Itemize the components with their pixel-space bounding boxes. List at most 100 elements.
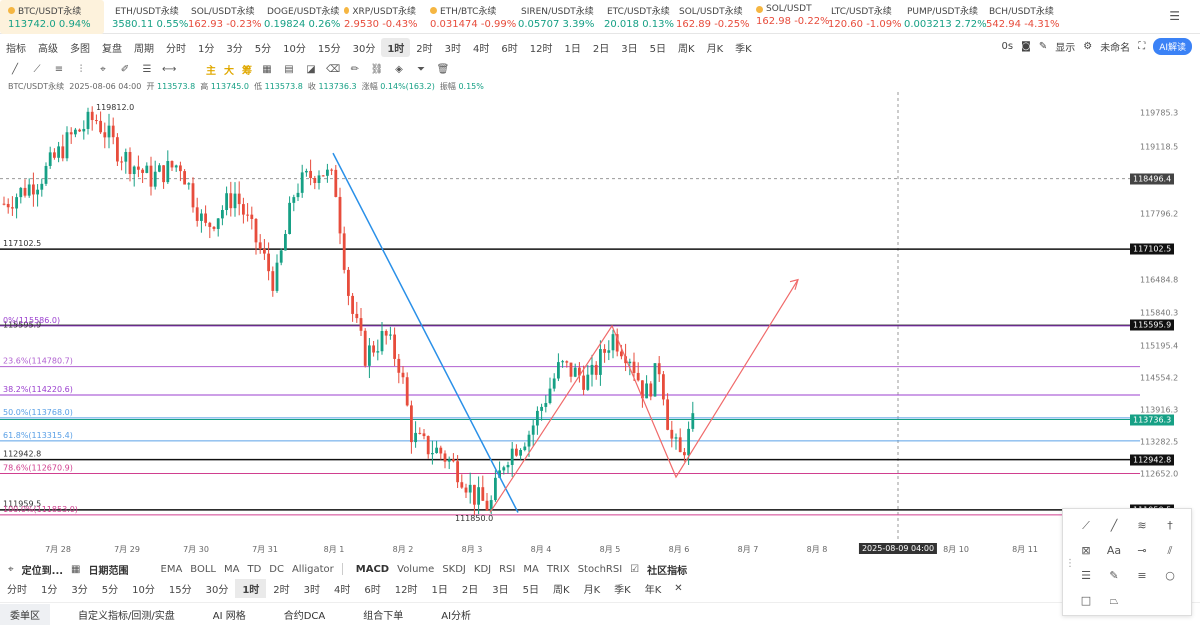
timeframe-item[interactable]: 3分 (71, 584, 88, 596)
polygon-icon[interactable]: ⏢ (1109, 594, 1119, 607)
menu-icon[interactable]: ☰ (1169, 9, 1180, 23)
toolbar-item[interactable]: 10分 (283, 43, 306, 55)
community-icon[interactable]: ☑ (630, 563, 640, 575)
ind-ema[interactable]: EMA (160, 563, 183, 575)
timeframe-item[interactable]: 4时 (334, 584, 351, 596)
ticker-item[interactable]: ETC/USDT永续 20.018 0.13% (596, 0, 674, 34)
vline-tool-icon[interactable]: ⫶ (79, 63, 83, 75)
rectangle-icon[interactable]: □ (1080, 594, 1092, 607)
timeframe-item[interactable]: 1分 (41, 584, 58, 596)
toolbar-item[interactable]: 月K (706, 43, 724, 55)
locate-button[interactable]: 定位到... (21, 565, 64, 577)
toolbar-item[interactable]: 周期 (134, 43, 154, 55)
ind-stochrsi[interactable]: StochRSI (577, 563, 623, 575)
ind-skdj[interactable]: SKDJ (442, 563, 466, 575)
grid-icon[interactable]: ▦ (262, 63, 272, 75)
ticker-item[interactable]: BCH/USDT永续 542.94 -4.31% (978, 0, 1060, 34)
bottom-tab[interactable]: AI分析 (441, 611, 472, 622)
trendline-icon[interactable]: ⟋ (1082, 519, 1090, 532)
ind-kdj[interactable]: KDJ (473, 563, 492, 575)
pattern-tool-icon[interactable]: ⌖ (100, 63, 106, 75)
drag-handle-icon[interactable]: ⋮ (1065, 558, 1075, 569)
timeframe-item[interactable]: 2时 (273, 584, 290, 596)
vertical-line-icon[interactable]: † (1167, 519, 1173, 532)
toolbar-item[interactable]: 1时 (381, 37, 411, 57)
toolbar-item[interactable]: 1分 (198, 43, 215, 55)
toolbar-item[interactable]: 多图 (70, 43, 90, 55)
timeframe-item[interactable]: 1时 (235, 578, 267, 598)
filter-icon[interactable]: ⏷ (417, 63, 425, 75)
ticker-item[interactable]: BTC/USDT永续 113742.0 0.94% (0, 0, 104, 34)
chips-label[interactable]: 筹 (242, 65, 252, 77)
toolbar-item[interactable]: 4时 (473, 43, 490, 55)
timeframe-item[interactable]: 6时 (364, 584, 381, 596)
ind-ma[interactable]: MA (224, 563, 240, 575)
link-icon[interactable]: ⛓ (370, 63, 384, 75)
toolbar-item[interactable]: 指标 (6, 43, 26, 55)
ticker-item[interactable]: SOL/USDT永续 162.89 -0.25% (668, 0, 750, 34)
layout-name[interactable]: 未命名 (1100, 43, 1131, 54)
brush-icon[interactable]: ✎ (1109, 569, 1119, 582)
camera-icon[interactable]: ◙ (1021, 41, 1031, 52)
toolbar-item[interactable]: 2时 (416, 43, 433, 55)
timeframe-item[interactable]: 5日 (522, 584, 540, 596)
ticker-item[interactable]: ETH/BTC永续 0.031474 -0.99% (422, 0, 516, 34)
candlestick-chart[interactable]: 119812.0 111850.0 117102.5 112942.8 111959.5… (0, 92, 1200, 552)
toolbar-item[interactable]: 分时 (166, 43, 186, 55)
line-tool-icon[interactable]: ╱ (11, 63, 19, 75)
timeframe-item[interactable]: 年K (644, 584, 662, 596)
zero-s-label[interactable]: 0s (1001, 41, 1014, 52)
channel-icon[interactable]: ≋ (1137, 519, 1147, 532)
circle-icon[interactable]: ○ (1165, 569, 1175, 582)
text-icon[interactable]: Aa (1106, 544, 1122, 557)
show-button[interactable]: 显示 (1055, 43, 1076, 54)
community-indicators[interactable]: 社区指标 (647, 565, 688, 577)
ticker-item[interactable]: LTC/USDT永续 120.60 -1.09% (820, 0, 902, 34)
ai-interpret-button[interactable]: AI解读 (1153, 38, 1192, 55)
timeframe-item[interactable]: 5分 (101, 584, 119, 596)
toolbar-item[interactable]: 高级 (38, 43, 58, 55)
toolbar-item[interactable]: 15分 (317, 43, 341, 55)
ind-ma2[interactable]: MA (523, 563, 539, 575)
hlines-icon[interactable]: ≡ (1137, 569, 1147, 582)
ray-tool-icon[interactable]: ⟋ (33, 63, 41, 75)
main-force-label[interactable]: 主 (206, 65, 216, 77)
toolbar-item[interactable]: 5分 (254, 43, 272, 55)
toolbar-item[interactable]: 3日 (621, 43, 638, 55)
measure-tool-icon[interactable]: ⟷ (162, 63, 177, 75)
timeframe-item[interactable]: 2日 (461, 584, 479, 596)
timeframe-item[interactable]: 12时 (394, 584, 418, 596)
ticker-item[interactable]: SOL/USDT 162.98 -0.22% (748, 0, 830, 34)
ticker-item[interactable]: PUMP/USDT永续 0.003213 2.72% (896, 0, 987, 34)
bottom-tab[interactable]: 委单区 (0, 604, 50, 625)
timeframe-item[interactable]: 分时 (7, 584, 27, 596)
ind-boll[interactable]: BOLL (190, 563, 216, 575)
toolbar-item[interactable]: 5日 (649, 43, 667, 55)
timeframe-item[interactable]: 15分 (168, 584, 192, 596)
fib-tool-icon[interactable]: ☰ (142, 63, 152, 75)
horizontal-ray-icon[interactable]: ⊸ (1137, 544, 1147, 557)
ind-rsi[interactable]: RSI (499, 563, 516, 575)
ray-icon[interactable]: ╱ (1110, 519, 1118, 532)
pen-icon[interactable]: ✎ (1038, 41, 1048, 52)
parallel-icon[interactable]: ⫽ (1167, 544, 1173, 557)
ticker-item[interactable]: XRP/USDT永续 2.9530 -0.43% (336, 0, 422, 34)
ind-dc[interactable]: DC (269, 563, 284, 575)
toolbar-item[interactable]: 6时 (501, 43, 518, 55)
ind-alligator[interactable]: Alligator (291, 563, 334, 575)
layers-icon[interactable]: ▤ (284, 63, 294, 75)
ind-volume[interactable]: Volume (397, 563, 435, 575)
ticker-item[interactable]: DOGE/USDT永续 0.19824 0.26% (256, 0, 340, 34)
toolbar-item[interactable]: 2日 (592, 43, 610, 55)
toolbar-item[interactable]: 复盘 (102, 43, 122, 55)
toolbar-item[interactable]: 3分 (226, 43, 243, 55)
eraser-icon[interactable]: ⌫ (326, 63, 341, 75)
ticker-item[interactable]: SOL/USDT永续 162.93 -0.23% (180, 0, 262, 34)
ticker-item[interactable]: SIREN/USDT永续 0.05707 3.39% (510, 0, 596, 34)
toolbar-item[interactable]: 30分 (352, 43, 376, 55)
gear-icon[interactable]: ⚙ (1083, 41, 1093, 52)
ind-trix[interactable]: TRIX (546, 563, 570, 575)
close-icon[interactable]: ✕ (674, 582, 683, 594)
calendar-icon[interactable]: ▦ (71, 563, 81, 575)
fullscreen-icon[interactable]: ⛶ (1138, 41, 1146, 52)
